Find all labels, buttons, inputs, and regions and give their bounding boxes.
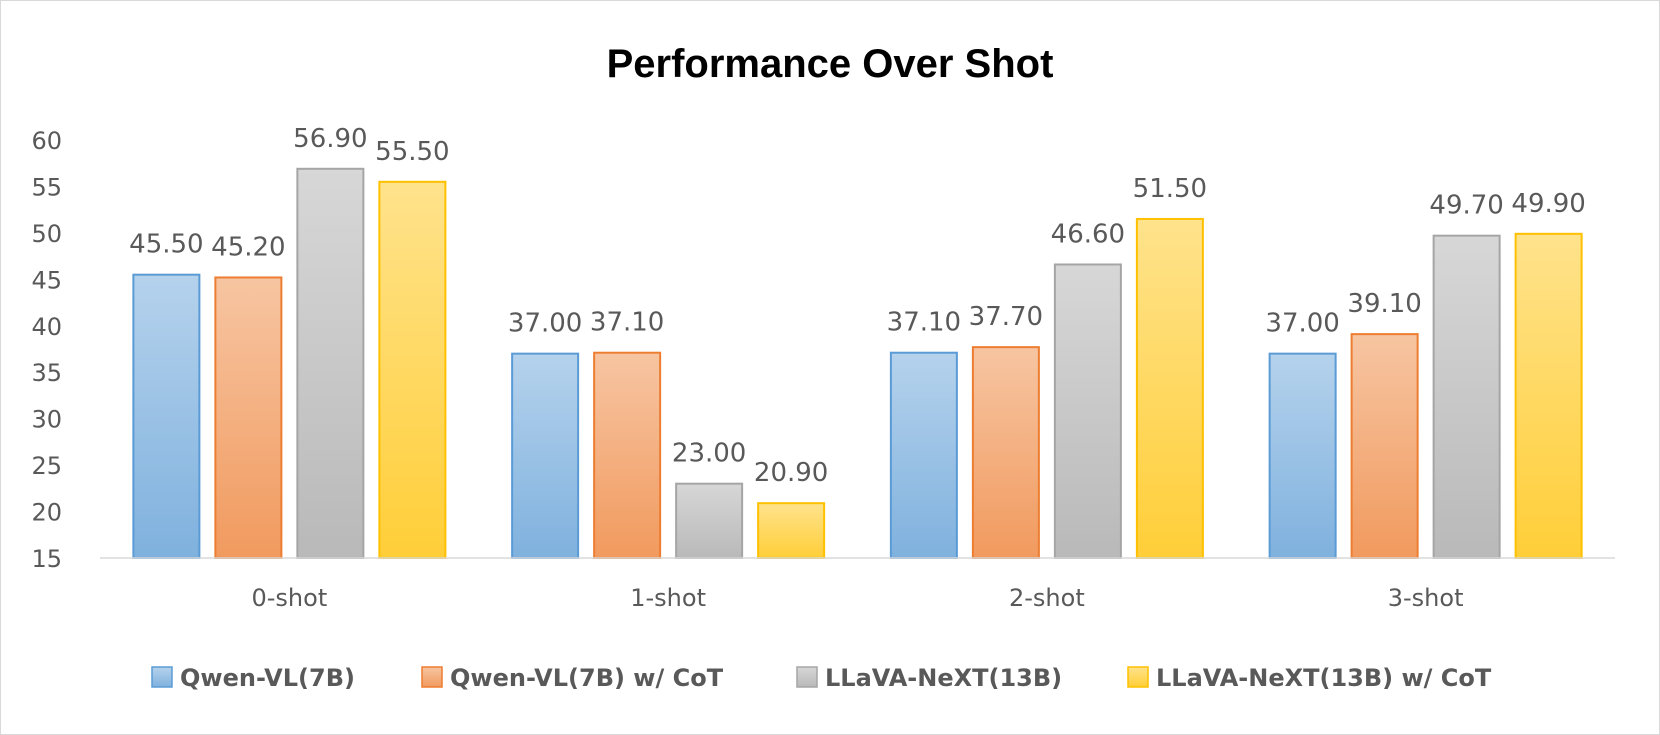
data-label: 37.00 <box>1265 309 1339 339</box>
legend-label: LLaVA-NeXT(13B) w/ CoT <box>1156 664 1492 692</box>
legend-swatch <box>796 666 818 688</box>
bar <box>593 351 662 559</box>
x-tick-label: 0-shot <box>252 584 328 612</box>
data-label: 37.70 <box>969 302 1043 332</box>
legend-swatch <box>1127 666 1149 688</box>
data-label: 51.50 <box>1133 174 1207 204</box>
y-tick-label: 40 <box>31 313 62 341</box>
data-label: 23.00 <box>672 439 746 469</box>
x-axis: 0-shot 1-shot 2-shot 3-shot <box>252 584 1464 612</box>
y-tick-label: 55 <box>31 173 62 201</box>
data-label: 20.90 <box>754 458 828 488</box>
legend: Qwen-VL(7B) Qwen-VL(7B) w/ CoT LLaVA-NeXT(… <box>151 664 1492 692</box>
bar <box>1350 333 1419 560</box>
data-label: 55.50 <box>375 137 449 167</box>
y-tick-label: 35 <box>31 359 62 387</box>
bar <box>1432 234 1501 559</box>
legend-swatch <box>421 666 443 688</box>
data-label: 46.60 <box>1051 219 1125 249</box>
y-tick-label: 15 <box>31 545 62 573</box>
x-tick-label: 1-shot <box>630 584 706 612</box>
data-label: 45.20 <box>211 232 285 262</box>
y-tick-label: 20 <box>31 499 62 527</box>
y-tick-label: 25 <box>31 452 62 480</box>
bar <box>1135 217 1204 559</box>
x-tick-label: 2-shot <box>1009 584 1085 612</box>
data-labels: 45.50 45.20 56.90 55.50 37.00 37.10 23.00 20.90… <box>129 124 1586 488</box>
chart-title: Performance Over Shot <box>607 42 1054 86</box>
data-label: 39.10 <box>1347 289 1421 319</box>
legend-label: LLaVA-NeXT(13B) <box>825 664 1062 692</box>
data-label: 56.90 <box>293 124 367 154</box>
bar <box>757 502 826 559</box>
bar <box>511 352 580 559</box>
bar <box>132 273 201 559</box>
bar <box>1053 263 1122 559</box>
bar <box>214 276 283 559</box>
data-label: 49.90 <box>1511 189 1585 219</box>
bar <box>971 346 1040 559</box>
y-axis: 15 20 25 30 35 40 45 50 55 60 <box>31 127 62 573</box>
bar <box>889 351 958 559</box>
legend-label: Qwen-VL(7B) w/ CoT <box>450 664 724 692</box>
bar <box>1268 352 1337 559</box>
y-tick-label: 30 <box>31 406 62 434</box>
data-label: 37.00 <box>508 309 582 339</box>
y-tick-label: 50 <box>31 220 62 248</box>
bar <box>675 482 744 560</box>
legend-label: Qwen-VL(7B) <box>180 664 355 692</box>
bar <box>296 167 365 559</box>
y-tick-label: 45 <box>31 266 62 294</box>
bar <box>378 180 447 560</box>
legend-swatch <box>151 666 173 688</box>
x-tick-label: 3-shot <box>1388 584 1464 612</box>
bar <box>1514 232 1583 559</box>
bars <box>132 167 1583 560</box>
data-label: 37.10 <box>590 308 664 338</box>
data-label: 45.50 <box>129 230 203 260</box>
data-label: 49.70 <box>1429 191 1503 221</box>
y-tick-label: 60 <box>31 127 62 155</box>
data-label: 37.10 <box>887 308 961 338</box>
